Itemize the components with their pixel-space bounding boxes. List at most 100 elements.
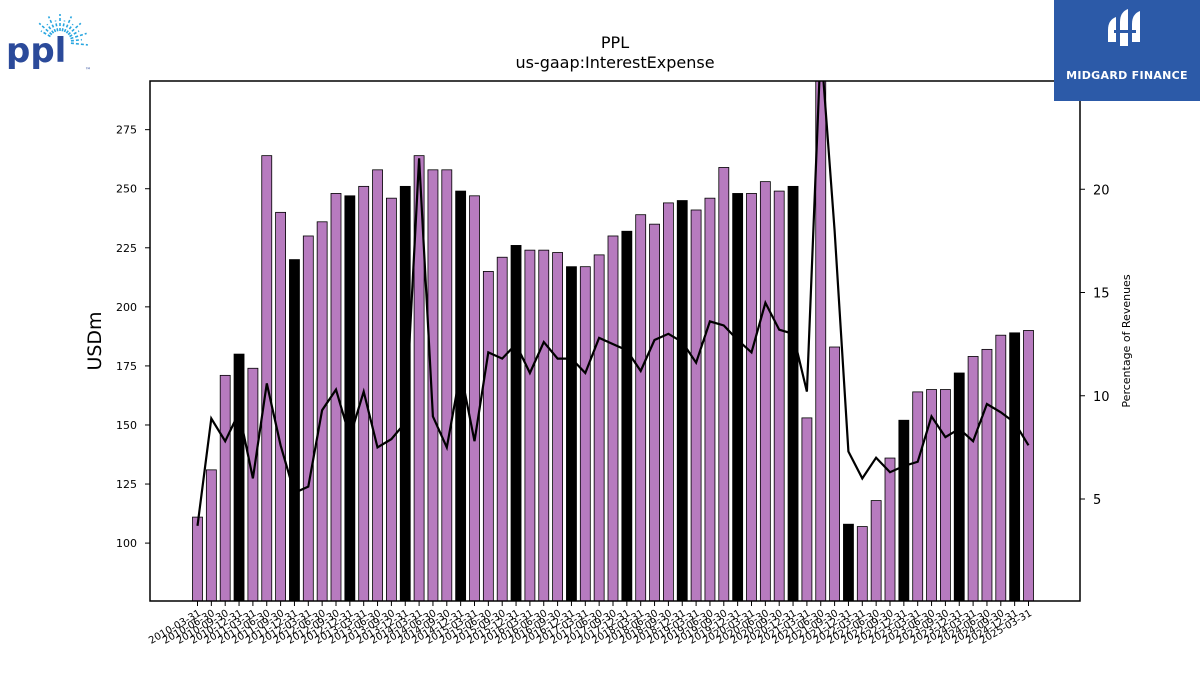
logo-ray <box>69 30 80 38</box>
quarter-bar <box>801 417 813 601</box>
quarter-bar <box>981 348 993 601</box>
quarter-bar <box>829 346 840 601</box>
quarter-bar <box>967 356 979 601</box>
logo-ray <box>63 16 73 33</box>
annual-bar <box>510 245 522 601</box>
quarter-bar <box>372 169 383 601</box>
logo-ray <box>54 20 59 32</box>
annual-bar <box>399 185 411 601</box>
y2-tick-label: 10 <box>1093 390 1110 405</box>
brand-logo-icon <box>1108 9 1140 46</box>
quarter-bar <box>718 167 730 601</box>
quarter-bar <box>385 197 397 601</box>
quarter-bar <box>607 235 619 601</box>
quarter-bar <box>482 271 494 601</box>
quarter-bar <box>219 374 231 601</box>
quarter-bar <box>759 181 771 601</box>
ppl-logo-text: ppl <box>6 31 66 71</box>
annual-bar <box>621 230 633 601</box>
logo-ray <box>70 42 88 46</box>
quarter-bar <box>663 202 674 601</box>
quarter-bar <box>247 367 259 601</box>
y-tick-label: 200 <box>116 301 137 314</box>
logo-ray <box>40 30 51 38</box>
quarter-bar <box>635 214 647 601</box>
y-tick-label: 175 <box>116 360 137 373</box>
quarter-bar <box>205 469 217 601</box>
quarter-bar <box>275 211 287 601</box>
ppl-logo-trademark: ™ <box>85 67 91 74</box>
quarter-bar <box>330 193 342 601</box>
quarter-bar <box>940 389 951 601</box>
quarter-bar <box>690 209 702 601</box>
quarter-bar <box>441 169 453 601</box>
quarter-bar <box>773 190 785 601</box>
logo-ray <box>61 20 66 32</box>
y-tick-label: 125 <box>116 478 137 491</box>
y-tick-label: 250 <box>116 183 137 196</box>
quarter-bar <box>524 249 536 601</box>
right-axis: 5 10 15 20 <box>1080 183 1110 508</box>
y-tick-label: 100 <box>116 537 137 550</box>
annual-bar <box>233 353 245 601</box>
quarter-bar <box>884 457 896 601</box>
y2-tick-label: 15 <box>1093 287 1110 302</box>
y-axis-label: USDm <box>84 311 106 370</box>
chart-title: PPL <box>600 33 630 52</box>
quarter-bar <box>496 256 508 601</box>
logo-ray <box>67 22 82 36</box>
percentage-of-revenues-line <box>196 81 1030 526</box>
quarter-bar <box>593 254 605 601</box>
quarter-bar <box>856 526 868 601</box>
quarter-bar <box>704 197 716 601</box>
brand-name: MIDGARD FINANCE <box>1066 69 1188 82</box>
quarter-bar <box>427 169 439 601</box>
logo-ray <box>38 22 53 36</box>
brand-logo-box: MIDGARD FINANCE <box>1054 0 1200 101</box>
logo-ray <box>65 23 74 34</box>
annual-bar <box>732 193 744 601</box>
annual-bar <box>898 419 910 601</box>
quarter-bar <box>413 155 425 601</box>
quarter-bar <box>1023 330 1034 601</box>
x-axis: 2010-03-312010-06-302010-09-302010-12-31… <box>147 601 1034 647</box>
y-tick-label: 275 <box>116 124 137 137</box>
annual-bar <box>953 372 965 601</box>
quarter-bar <box>261 155 273 601</box>
annual-bar <box>289 259 300 601</box>
logo-ray <box>46 23 55 34</box>
quarter-bar <box>649 223 660 601</box>
left-axis: 100 125 150 175 200 225 250 275 <box>116 124 150 550</box>
y2-tick-label: 20 <box>1093 183 1110 198</box>
quarter-bar <box>815 81 827 601</box>
ppl-logo-rays <box>38 14 88 46</box>
annual-bar <box>1009 332 1021 601</box>
bar-series <box>192 81 1034 601</box>
annual-bar <box>843 523 854 601</box>
quarter-bar <box>192 516 203 601</box>
quarter-bar <box>912 391 924 601</box>
quarter-bar <box>579 266 591 601</box>
quarter-bar <box>538 249 550 601</box>
logo-ray <box>70 32 87 40</box>
quarter-bar <box>302 235 314 601</box>
y2-tick-label: 5 <box>1093 493 1101 508</box>
annual-bar <box>566 266 577 601</box>
quarter-bar <box>746 193 757 601</box>
plot-frame <box>149 80 1081 602</box>
y-tick-label: 225 <box>116 242 137 255</box>
y-tick-label: 150 <box>116 419 137 432</box>
annual-bar <box>676 200 688 601</box>
ppl-logo: ppl ™ <box>6 14 91 74</box>
annual-bar <box>787 185 799 601</box>
quarter-bar <box>870 500 882 601</box>
quarter-bar <box>469 195 480 601</box>
quarter-bar <box>995 334 1007 601</box>
y2-axis-label: Percentage of Revenues <box>1120 274 1133 407</box>
annual-bar <box>344 195 356 601</box>
quarter-bar <box>552 252 563 601</box>
quarter-bar <box>926 389 937 601</box>
logo-ray <box>70 38 82 42</box>
chart-subtitle: us-gaap:InterestExpense <box>515 53 715 72</box>
